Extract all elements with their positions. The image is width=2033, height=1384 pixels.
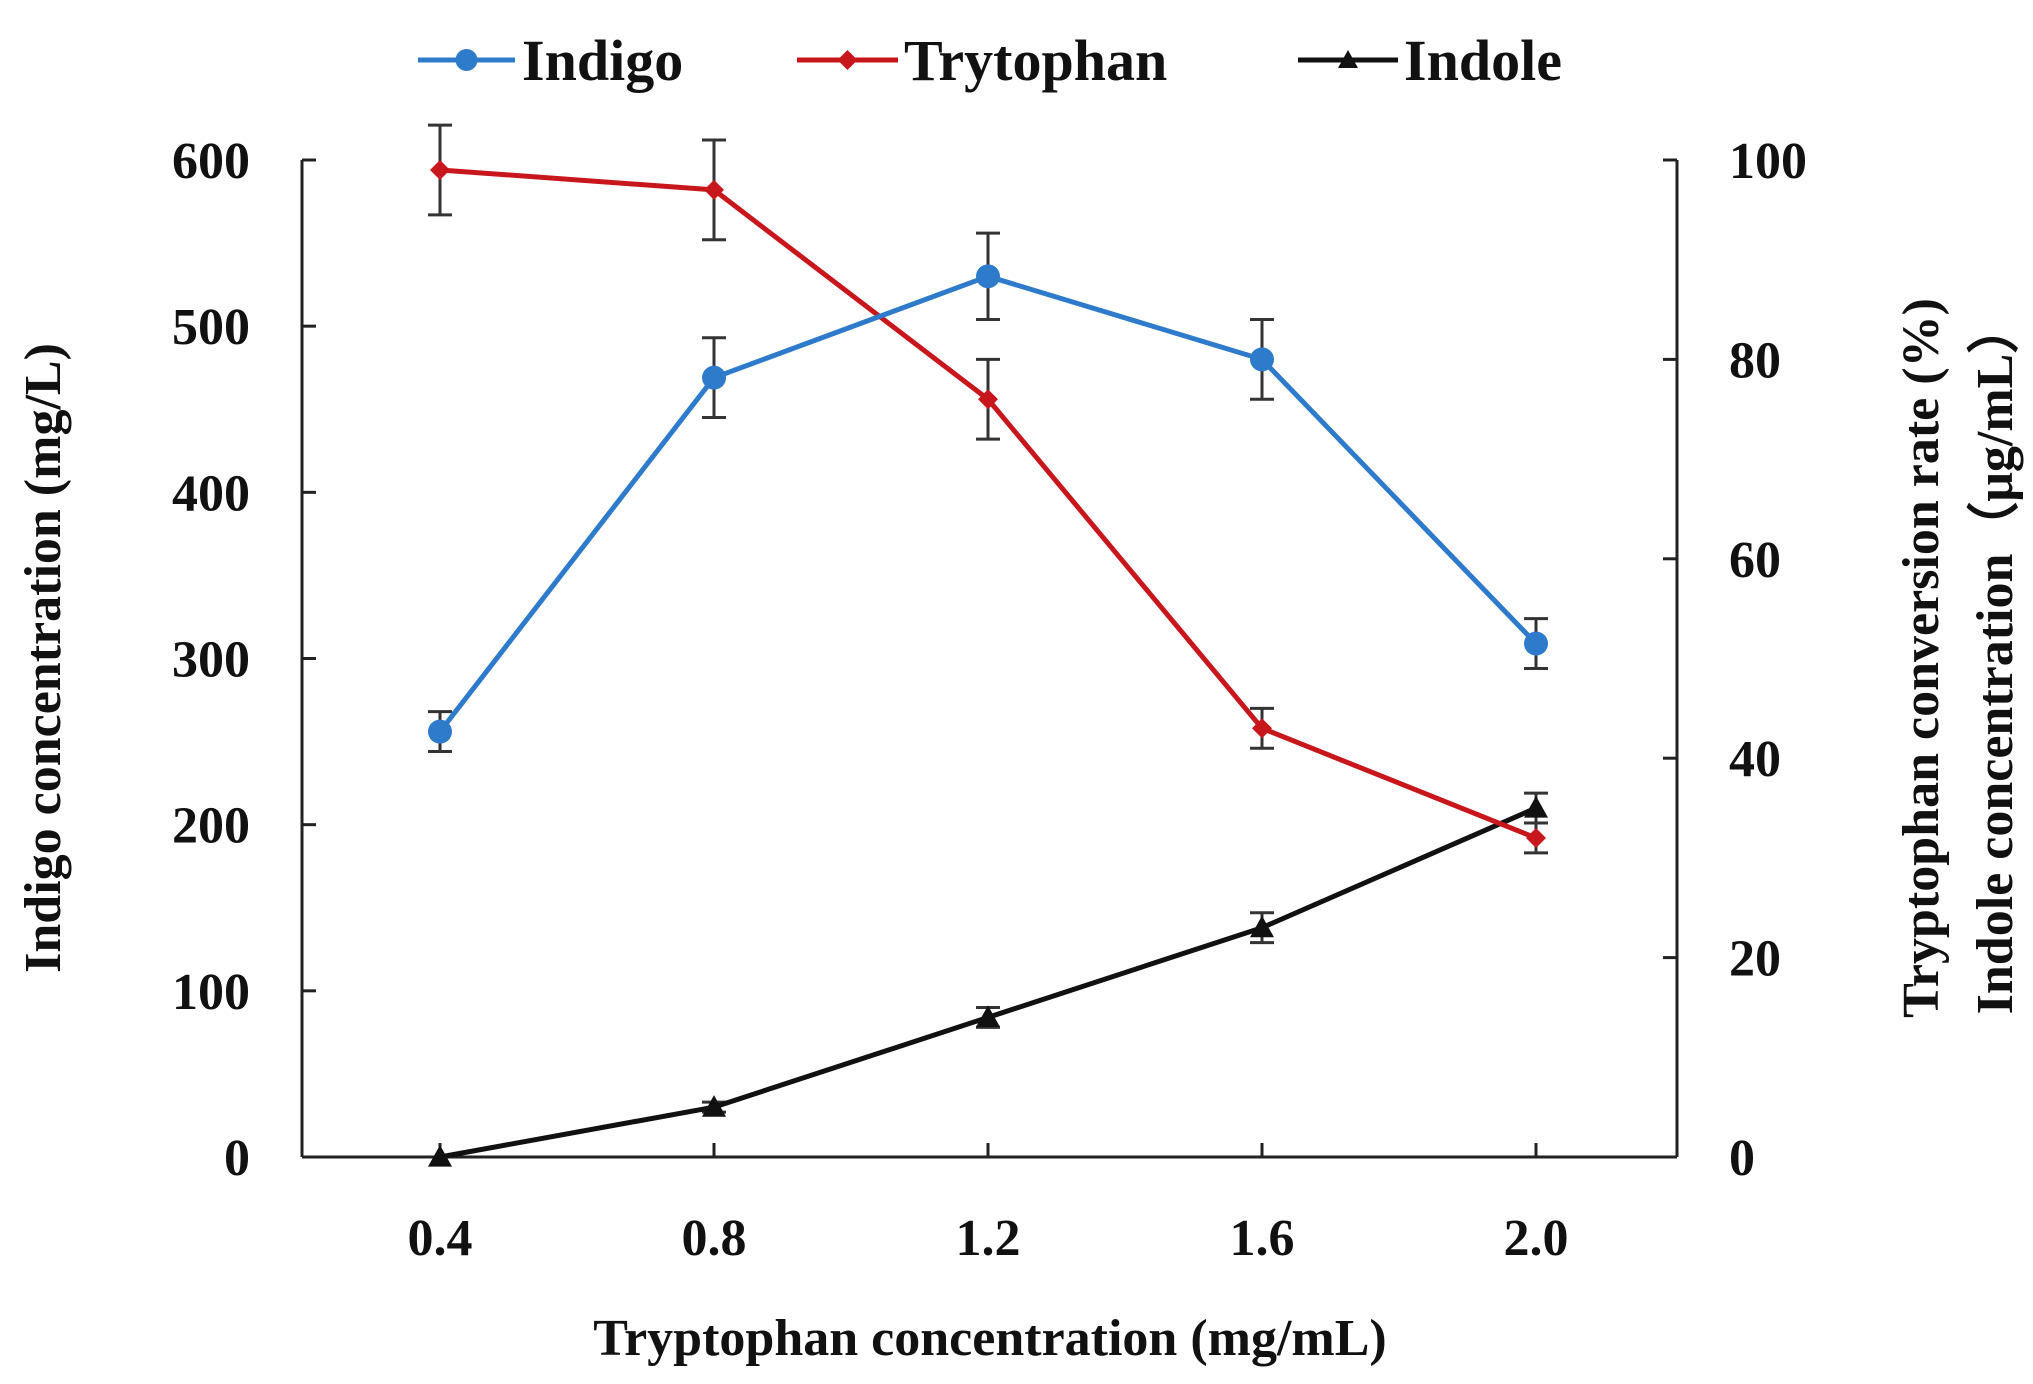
x-ticks: 0.4 0.8 1.2 1.6 2.0 [408, 1143, 1569, 1267]
legend-marker-trytophan [837, 50, 858, 70]
left-ticks: 0 100 200 300 400 500 600 [172, 133, 316, 1187]
x-tick-label: 0.4 [408, 1210, 473, 1267]
right-tick-label: 40 [1729, 731, 1781, 788]
legend-label-trytophan: Trytophan [904, 28, 1167, 93]
left-tick-label: 300 [172, 632, 250, 689]
legend-marker-indole [1338, 50, 1358, 68]
right-tick-label: 0 [1729, 1130, 1755, 1187]
indigo-point [1524, 631, 1548, 656]
left-tick-label: 600 [172, 133, 250, 190]
legend: Indigo Trytophan Indole [418, 28, 1562, 93]
x-tick-label: 1.2 [956, 1210, 1021, 1267]
legend-marker-indigo [455, 49, 478, 71]
indole-point [976, 1005, 1000, 1028]
right-axis-title-1: Tryptophan conversion rate (%) [1893, 298, 1950, 1018]
indole-point [1524, 796, 1548, 818]
right-tick-label: 20 [1729, 931, 1781, 988]
indole-series [428, 791, 1548, 1167]
indigo-point [702, 365, 726, 390]
right-tick-label: 100 [1729, 133, 1807, 190]
right-axis-title-2: Indole concentration（μg/mL） [1966, 302, 2024, 1015]
legend-item-indigo: Indigo [418, 28, 683, 93]
indole-point [702, 1095, 726, 1117]
left-tick-label: 0 [224, 1130, 250, 1187]
indigo-point [428, 719, 452, 744]
indole-point [428, 1145, 452, 1167]
left-tick-label: 400 [172, 465, 250, 522]
right-tick-label: 80 [1729, 332, 1781, 389]
legend-label-indigo: Indigo [522, 28, 683, 93]
trytophan-point [704, 179, 724, 200]
x-tick-label: 1.6 [1230, 1210, 1295, 1267]
legend-label-indole: Indole [1404, 28, 1562, 93]
x-axis-title: Tryptophan concentration (mg/mL) [593, 1310, 1386, 1367]
indole-point [1250, 915, 1274, 938]
right-ticks: 0 20 40 60 80 100 [1663, 133, 1807, 1187]
left-tick-label: 200 [172, 798, 250, 855]
legend-item-indole: Indole [1298, 28, 1562, 93]
indigo-point [976, 264, 1000, 289]
legend-item-trytophan: Trytophan [797, 28, 1167, 93]
right-tick-label: 60 [1729, 532, 1781, 589]
trytophan-point [1526, 827, 1546, 848]
series-layer [428, 123, 1548, 1167]
left-tick-label: 100 [172, 964, 250, 1021]
trytophan-point [1252, 718, 1272, 739]
left-tick-label: 500 [172, 299, 250, 356]
trytophan-point [430, 159, 450, 180]
trytophan-series [428, 123, 1548, 855]
x-tick-label: 0.8 [682, 1210, 747, 1267]
indigo-line [438, 273, 1538, 734]
indigo-point [1250, 347, 1274, 372]
trytophan-point [978, 389, 998, 410]
indigo-series [428, 231, 1548, 754]
x-tick-label: 2.0 [1504, 1210, 1569, 1267]
left-axis-title: Indigo concentration (mg/L) [15, 343, 72, 973]
indole-line [439, 805, 1538, 1160]
